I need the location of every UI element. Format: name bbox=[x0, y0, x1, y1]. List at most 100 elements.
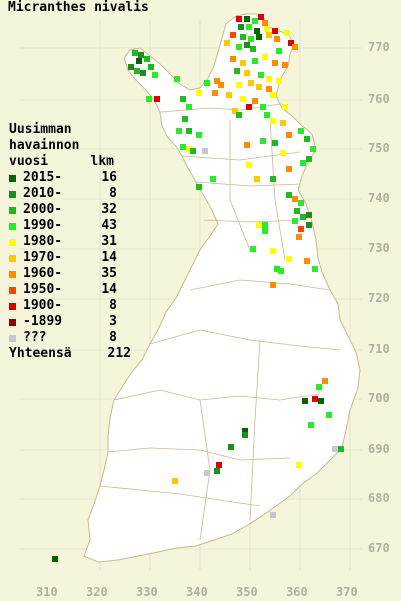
observation-point bbox=[296, 234, 302, 240]
observation-point bbox=[252, 18, 258, 24]
observation-point bbox=[204, 80, 210, 86]
observation-point bbox=[196, 90, 202, 96]
observation-point bbox=[286, 192, 292, 198]
observation-point bbox=[246, 162, 252, 168]
y-tick-label: 690 bbox=[368, 442, 390, 456]
observation-point bbox=[286, 256, 292, 262]
observation-point bbox=[228, 444, 234, 450]
legend-row: 1900- 8 bbox=[9, 298, 131, 314]
legend-count: 32 bbox=[101, 202, 117, 217]
observation-point bbox=[332, 446, 338, 452]
observation-point bbox=[214, 78, 220, 84]
observation-point bbox=[306, 156, 312, 162]
legend-count: 14 bbox=[101, 250, 117, 265]
legend-total-row: Yhteensä 212 bbox=[9, 346, 131, 362]
observation-point bbox=[214, 468, 220, 474]
observation-point bbox=[216, 462, 222, 468]
observation-point bbox=[260, 104, 266, 110]
observation-point bbox=[326, 412, 332, 418]
legend-swatch bbox=[9, 174, 16, 182]
legend-label: -1899 bbox=[23, 314, 63, 329]
observation-point bbox=[128, 64, 134, 70]
observation-point bbox=[276, 78, 282, 84]
observation-point bbox=[270, 176, 276, 182]
observation-point bbox=[256, 222, 262, 228]
observation-point bbox=[270, 92, 276, 98]
observation-point bbox=[298, 226, 304, 232]
observation-point bbox=[274, 266, 280, 272]
observation-point bbox=[286, 132, 292, 138]
observation-point bbox=[276, 48, 282, 54]
observation-point bbox=[154, 96, 160, 102]
legend-row: 2000- 32 bbox=[9, 202, 131, 218]
observation-point bbox=[288, 40, 294, 46]
observation-point bbox=[210, 176, 216, 182]
legend-total-label: Yhteensä bbox=[9, 346, 72, 361]
legend-count: 31 bbox=[101, 234, 117, 249]
observation-point bbox=[322, 378, 328, 384]
observation-point bbox=[262, 54, 268, 60]
finland-landmass bbox=[83, 13, 361, 563]
observation-point bbox=[132, 50, 138, 56]
legend-label: 2010- bbox=[23, 186, 63, 201]
observation-point bbox=[174, 76, 180, 82]
y-tick-label: 720 bbox=[368, 291, 390, 305]
legend-swatch bbox=[9, 318, 16, 326]
observation-point bbox=[262, 228, 268, 234]
observation-point bbox=[266, 32, 272, 38]
observation-point bbox=[304, 258, 310, 264]
observation-point bbox=[260, 138, 266, 144]
legend-swatch bbox=[9, 206, 16, 214]
y-tick-label: 700 bbox=[368, 391, 390, 405]
observation-point bbox=[270, 282, 276, 288]
legend-header-line2: havainnon bbox=[9, 138, 80, 153]
observation-point bbox=[186, 146, 192, 152]
observation-point bbox=[212, 90, 218, 96]
observation-point bbox=[258, 72, 264, 78]
legend-row: 1990- 43 bbox=[9, 218, 131, 234]
observation-point bbox=[270, 248, 276, 254]
observation-point bbox=[254, 176, 260, 182]
observation-point bbox=[172, 478, 178, 484]
observation-point bbox=[234, 68, 240, 74]
legend-count: 14 bbox=[101, 282, 117, 297]
observation-point bbox=[252, 98, 258, 104]
legend-row: 1970- 14 bbox=[9, 250, 131, 266]
legend-row: 1960- 35 bbox=[9, 266, 131, 282]
observation-point bbox=[242, 428, 248, 434]
observation-point bbox=[258, 14, 264, 20]
observation-point bbox=[202, 148, 208, 154]
observation-point bbox=[270, 118, 276, 124]
observation-point bbox=[282, 62, 288, 68]
observation-point bbox=[266, 86, 272, 92]
observation-point bbox=[252, 58, 258, 64]
observation-point bbox=[278, 268, 284, 274]
observation-point bbox=[186, 128, 192, 134]
observation-point bbox=[300, 214, 306, 220]
observation-point bbox=[292, 218, 298, 224]
observation-point bbox=[196, 184, 202, 190]
legend-label: 1970- bbox=[23, 250, 63, 265]
observation-point bbox=[134, 68, 140, 74]
x-tick-label: 340 bbox=[186, 585, 208, 599]
legend-count: 3 bbox=[109, 314, 117, 329]
observation-point bbox=[298, 128, 304, 134]
y-tick-label: 670 bbox=[368, 541, 390, 555]
observation-point bbox=[144, 56, 150, 62]
legend-label: 2000- bbox=[23, 202, 63, 217]
observation-point bbox=[272, 28, 278, 34]
observation-point bbox=[262, 222, 268, 228]
observation-point bbox=[236, 82, 242, 88]
observation-point bbox=[182, 116, 188, 122]
observation-point bbox=[292, 44, 298, 50]
legend-row: 1950- 14 bbox=[9, 282, 131, 298]
legend-label: 1950- bbox=[23, 282, 63, 297]
observation-point bbox=[264, 26, 270, 32]
observation-point bbox=[312, 266, 318, 272]
observation-point bbox=[338, 446, 344, 452]
observation-point bbox=[284, 30, 290, 36]
x-tick-label: 370 bbox=[336, 585, 358, 599]
observation-point bbox=[298, 200, 304, 206]
observation-point bbox=[272, 60, 278, 66]
observation-point bbox=[312, 396, 318, 402]
